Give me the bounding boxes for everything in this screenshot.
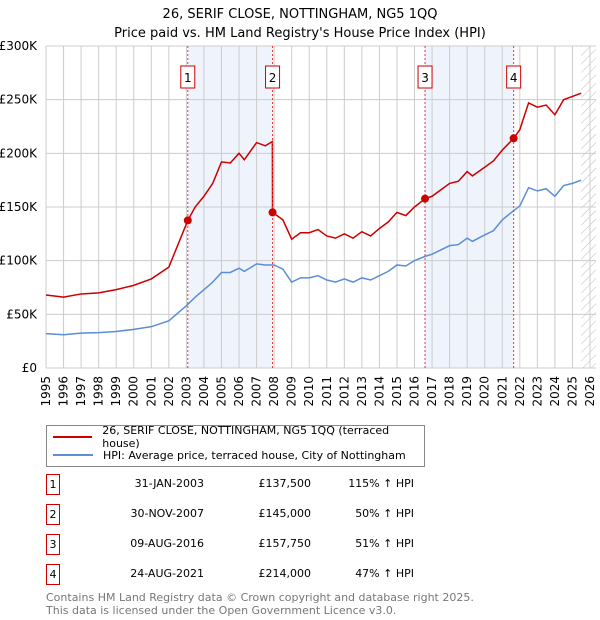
x-tick-label: 2002: [162, 376, 176, 407]
x-tick-label: 2009: [285, 376, 299, 407]
legend-swatch: [53, 436, 93, 438]
sale-number: 2: [46, 504, 60, 525]
legend-label: HPI: Average price, terraced house, City…: [103, 448, 406, 462]
x-tick-label: 2019: [460, 376, 474, 407]
sale-number: 1: [46, 474, 60, 495]
sale-point: [421, 194, 430, 203]
sale-row: 2 30-NOV-2007 £145,000 50% ↑ HPI: [46, 504, 446, 526]
x-tick-label: 1997: [74, 376, 88, 407]
x-tick-label: 2017: [425, 376, 439, 407]
x-tick-label: 1999: [109, 376, 123, 407]
x-tick-label: 2006: [232, 376, 246, 407]
sale-point: [183, 216, 192, 225]
sale-hpi-diff: 115% ↑ HPI: [348, 477, 414, 490]
series-line: [45, 179, 582, 336]
y-tick-label: £100K: [0, 254, 38, 268]
legend-item-hpi: HPI: Average price, terraced house, City…: [53, 447, 406, 463]
x-tick-label: 1995: [39, 376, 53, 407]
x-tick-label: 2026: [583, 376, 597, 407]
sale-marker-label: 1: [184, 71, 192, 85]
x-tick-label: 2010: [302, 376, 316, 407]
sale-marker-label: 3: [421, 71, 429, 85]
x-tick-label: 2020: [478, 376, 492, 407]
x-tick-label: 2001: [144, 376, 158, 407]
chart-plot: 1995 1996 1997 1998 1999 2000 2001 2002 2003 2004…: [0, 39, 597, 407]
sale-hpi-diff: 47% ↑ HPI: [355, 567, 414, 580]
footer: Contains HM Land Registry data © Crown c…: [46, 591, 474, 617]
footer-line: This data is licensed under the Open Gov…: [46, 604, 397, 617]
series-line: [45, 92, 582, 298]
y-tick-label: £0: [22, 361, 37, 375]
sale-date: 24-AUG-2021: [130, 567, 204, 580]
sale-date: 09-AUG-2016: [130, 537, 204, 550]
legend-swatch: [53, 454, 93, 456]
legend-label: 26, SERIF CLOSE, NOTTINGHAM, NG5 1QQ (te…: [102, 424, 390, 450]
y-tick-label: £150K: [0, 200, 38, 214]
sale-marker-label: 2: [269, 71, 277, 85]
x-tick-label: 2018: [443, 376, 457, 407]
x-tick-label: 2022: [513, 376, 527, 407]
x-tick-label: 2004: [197, 376, 211, 407]
x-tick-label: 2025: [565, 376, 579, 407]
sale-price: £214,000: [258, 567, 312, 580]
sale-marker-box: [417, 65, 433, 89]
footer-line: Contains HM Land Registry data © Crown c…: [46, 591, 474, 604]
sale-date: 31-JAN-2003: [134, 477, 204, 490]
x-tick-label: 1998: [92, 376, 106, 407]
x-tick-label: 2000: [127, 376, 141, 407]
legend: 26, SERIF CLOSE, NOTTINGHAM, NG5 1QQ (te…: [46, 424, 425, 467]
sale-marker-label: 4: [510, 71, 518, 85]
x-tick-label: 2013: [355, 376, 369, 407]
sale-price: £145,000: [258, 507, 312, 520]
x-tick-label: 2011: [320, 376, 334, 407]
sale-row: 4 24-AUG-2021 £214,000 47% ↑ HPI: [46, 564, 446, 586]
sale-date: 30-NOV-2007: [130, 507, 204, 520]
sale-number: 4: [46, 564, 60, 585]
sale-price: £137,500: [258, 477, 312, 490]
x-tick-label: 2015: [390, 376, 404, 407]
sale-row: 1 31-JAN-2003 £137,500 115% ↑ HPI: [46, 474, 446, 496]
sale-row: 3 09-AUG-2016 £157,750 51% ↑ HPI: [46, 534, 446, 556]
title-line: 26, SERIF CLOSE, NOTTINGHAM, NG5 1QQ: [162, 7, 438, 22]
x-tick-label: 2003: [179, 376, 193, 407]
x-tick-label: 2023: [530, 376, 544, 407]
y-tick-label: £200K: [0, 146, 38, 160]
sale-number: 3: [46, 534, 60, 555]
sale-hpi-diff: 50% ↑ HPI: [355, 507, 414, 520]
sale-point: [268, 208, 277, 217]
x-tick-label: 2024: [548, 376, 562, 407]
subtitle-line: Price paid vs. HM Land Registry's House …: [114, 26, 486, 41]
x-tick-label: 2008: [267, 376, 281, 407]
y-tick-label: £300K: [0, 39, 38, 53]
y-tick-label: £50K: [6, 307, 38, 321]
sale-hpi-diff: 51% ↑ HPI: [355, 537, 414, 550]
x-tick-label: 2005: [214, 376, 228, 407]
x-tick-label: 1996: [57, 376, 71, 407]
x-tick-label: 2007: [250, 376, 264, 407]
x-tick-label: 2012: [337, 376, 351, 407]
legend-item-property: 26, SERIF CLOSE, NOTTINGHAM, NG5 1QQ (te…: [53, 424, 424, 450]
sale-price: £157,750: [258, 537, 312, 550]
x-tick-label: 2021: [495, 376, 509, 407]
sale-marker-box: [180, 65, 196, 89]
x-tick-label: 2016: [408, 376, 422, 407]
sale-marker-box: [265, 65, 281, 89]
sale-point: [509, 134, 518, 143]
x-tick-label: 2014: [372, 376, 386, 407]
sale-marker-box: [506, 65, 522, 89]
y-tick-label: £250K: [0, 93, 38, 107]
chart-title: 26, SERIF CLOSE, NOTTINGHAM, NG5 1QQ Pri…: [0, 5, 600, 43]
